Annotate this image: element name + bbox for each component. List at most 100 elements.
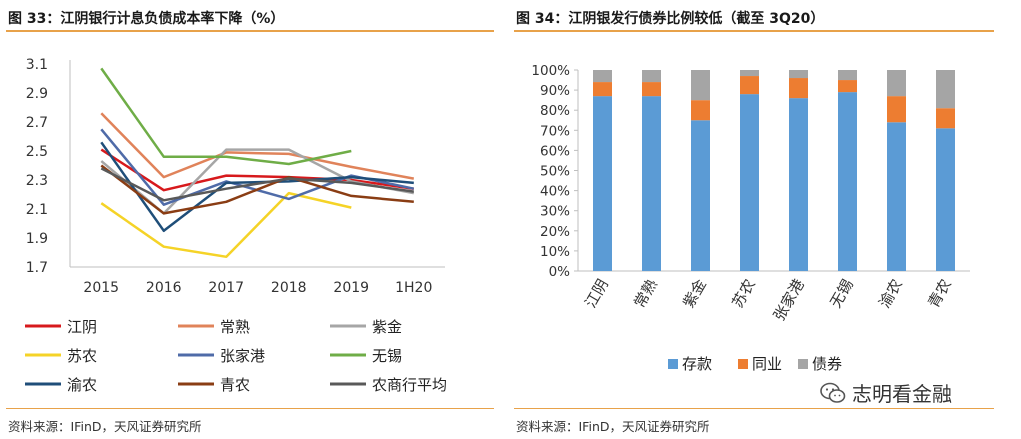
legend-label: 无锡 <box>372 347 402 365</box>
bar-segment-0 <box>691 120 710 271</box>
y-tick-label: 90% <box>540 83 570 99</box>
right-source-note: 资料来源：IFinD，天风证券研究所 <box>516 419 710 434</box>
watermark: 志明看金融 <box>820 378 952 407</box>
bar-segment-0 <box>887 122 906 271</box>
x-tick-label: 常熟 <box>630 276 661 311</box>
left-footer-rule <box>6 408 494 409</box>
y-tick-label: 50% <box>540 164 570 180</box>
legend-label: 江阴 <box>67 318 97 336</box>
x-tick-label: 2017 <box>208 280 244 296</box>
watermark-text: 志明看金融 <box>852 382 952 406</box>
y-tick-label: 80% <box>540 103 570 119</box>
legend-label: 存款 <box>682 355 712 373</box>
y-tick-label: 2.9 <box>26 86 48 102</box>
bar-segment-2 <box>740 70 759 77</box>
y-tick-label: 40% <box>540 184 570 200</box>
legend-label: 紫金 <box>372 318 402 336</box>
legend-item: 同业 <box>738 355 782 373</box>
bar-segment-1 <box>936 108 955 129</box>
x-tick-label: 2016 <box>146 280 182 296</box>
legend-label: 债券 <box>812 355 842 373</box>
legend-swatch <box>798 359 808 369</box>
left-title-rule <box>6 30 494 32</box>
bar-segment-0 <box>740 94 759 272</box>
x-tick-label: 无锡 <box>826 276 857 311</box>
y-tick-label: 70% <box>540 123 570 139</box>
y-tick-label: 1.7 <box>26 260 48 276</box>
legend-item: 存款 <box>668 355 712 373</box>
series-line-3 <box>100 191 352 259</box>
y-tick-label: 100% <box>531 63 570 79</box>
bar-segment-1 <box>838 80 857 93</box>
bar-segment-2 <box>691 70 710 101</box>
bar-segment-2 <box>936 70 955 109</box>
x-tick-label: 苏农 <box>728 276 759 311</box>
bar-segment-2 <box>887 70 906 97</box>
series-line-7 <box>100 164 414 215</box>
right-footer-rule <box>514 408 994 409</box>
x-tick-label: 2019 <box>333 280 369 296</box>
bar-segment-0 <box>642 96 661 271</box>
x-tick-label: 2018 <box>271 280 307 296</box>
y-tick-label: 3.1 <box>26 57 48 73</box>
bar-segment-2 <box>593 70 612 83</box>
legend-item: 紫金 <box>330 318 402 336</box>
wechat-icon <box>820 382 846 403</box>
bar-segment-1 <box>740 76 759 95</box>
legend-item: 张家港 <box>178 347 265 365</box>
series-line-8 <box>100 167 414 202</box>
y-tick-label: 60% <box>540 143 570 159</box>
series-line-1 <box>100 112 415 180</box>
x-tick-label: 2015 <box>83 280 119 296</box>
line-chart: 1.7 1.9 2.1 2.3 2.5 2.7 2.9 3.1 2015 2016 2017 2018… <box>25 57 447 394</box>
bar-segment-1 <box>642 82 661 97</box>
y-tick-label: 2.5 <box>26 144 48 160</box>
legend-item: 无锡 <box>330 347 402 365</box>
bar-segment-2 <box>789 70 808 79</box>
y-tick-label: 2.3 <box>26 173 48 189</box>
x-tick-label: 1H20 <box>395 280 432 296</box>
y-tick-label: 30% <box>540 204 570 220</box>
bar-segment-0 <box>593 96 612 271</box>
series-line-6 <box>100 141 414 233</box>
bar-segment-1 <box>887 96 906 123</box>
bar-segment-0 <box>789 98 808 271</box>
series-line-5 <box>100 67 352 166</box>
bar-segment-1 <box>789 78 808 99</box>
legend-swatch <box>738 359 748 369</box>
y-tick-label: 2.7 <box>26 115 48 131</box>
legend-label: 同业 <box>752 355 782 373</box>
x-tick-label: 紫金 <box>679 276 710 311</box>
legend-item: 青农 <box>178 376 250 394</box>
legend-swatch <box>668 359 678 369</box>
y-tick-label: 0% <box>549 264 571 280</box>
bar-segment-2 <box>838 70 857 81</box>
y-tick-label: 20% <box>540 224 570 240</box>
legend-label: 青农 <box>220 376 250 394</box>
bar-segment-0 <box>936 128 955 271</box>
x-tick-label: 青农 <box>924 276 955 311</box>
right-chart-title: 图 34：江阴银发行债券比例较低（截至 3Q20） <box>516 11 825 27</box>
y-tick-label: 1.9 <box>26 231 48 247</box>
legend-label: 张家港 <box>220 347 265 365</box>
bar-segment-2 <box>642 70 661 83</box>
x-tick-label: 张家港 <box>770 276 808 324</box>
legend-item: 苏农 <box>25 347 97 365</box>
legend-item: 常熟 <box>178 318 250 336</box>
legend-label: 苏农 <box>67 347 97 365</box>
legend-label: 渝农 <box>67 376 97 394</box>
right-title-rule <box>514 30 994 32</box>
legend-item: 江阴 <box>25 318 97 336</box>
legend-item: 农商行平均 <box>330 376 447 394</box>
x-tick-label: 江阴 <box>581 276 612 311</box>
bar-segment-0 <box>838 92 857 271</box>
bar-segment-1 <box>593 82 612 97</box>
stacked-bar-chart: 0% 10% 20% 30% 40% 50% 60% 70% 80% 90% 100% 江阴 常熟 紫金苏… <box>531 63 970 373</box>
y-tick-label: 2.1 <box>26 202 48 218</box>
legend-label: 常熟 <box>220 318 250 336</box>
left-source-note: 资料来源：IFinD，天风证券研究所 <box>8 419 202 434</box>
legend-label: 农商行平均 <box>372 376 447 394</box>
series-line-0 <box>100 148 414 192</box>
left-chart-title: 图 33：江阴银行计息负债成本率下降（%） <box>8 11 285 27</box>
y-tick-label: 10% <box>540 244 570 260</box>
